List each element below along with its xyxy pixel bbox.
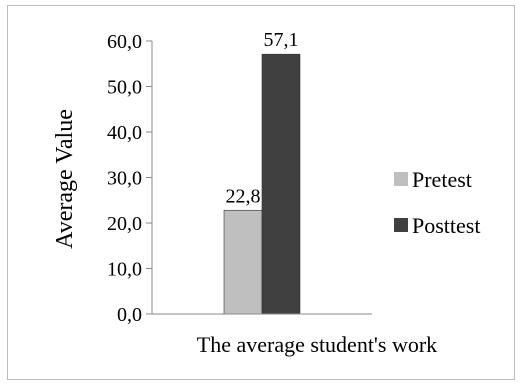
data-label-pretest: 22,8 — [226, 185, 261, 207]
y-tick-label: 40,0 — [107, 122, 142, 144]
legend-label-posttest: Posttest — [412, 213, 480, 238]
y-tick-label: 10,0 — [107, 259, 142, 281]
bars: 22,8 57,1 — [223, 29, 301, 315]
chart-frame — [7, 5, 515, 380]
y-axis-label: Average Value — [52, 109, 78, 249]
legend-label-pretest: Pretest — [412, 167, 472, 192]
data-label-posttest: 57,1 — [264, 29, 299, 51]
x-category-label: The average student's work — [197, 332, 437, 357]
legend: Pretest Posttest — [394, 167, 480, 238]
y-axis: 0,0 10,0 20,0 30,0 40,0 50,0 60,0 — [107, 31, 153, 326]
legend-swatch-posttest — [394, 218, 408, 232]
bar-posttest — [261, 53, 301, 315]
y-tick-label: 30,0 — [107, 168, 142, 190]
y-tick-label: 50,0 — [107, 77, 142, 99]
bar-pretest — [223, 209, 263, 315]
y-tick-label: 0,0 — [117, 304, 142, 326]
x-axis: The average student's work — [152, 313, 437, 357]
legend-swatch-pretest — [394, 172, 408, 186]
y-tick-label: 20,0 — [107, 213, 142, 235]
y-tick-label: 60,0 — [107, 31, 142, 53]
